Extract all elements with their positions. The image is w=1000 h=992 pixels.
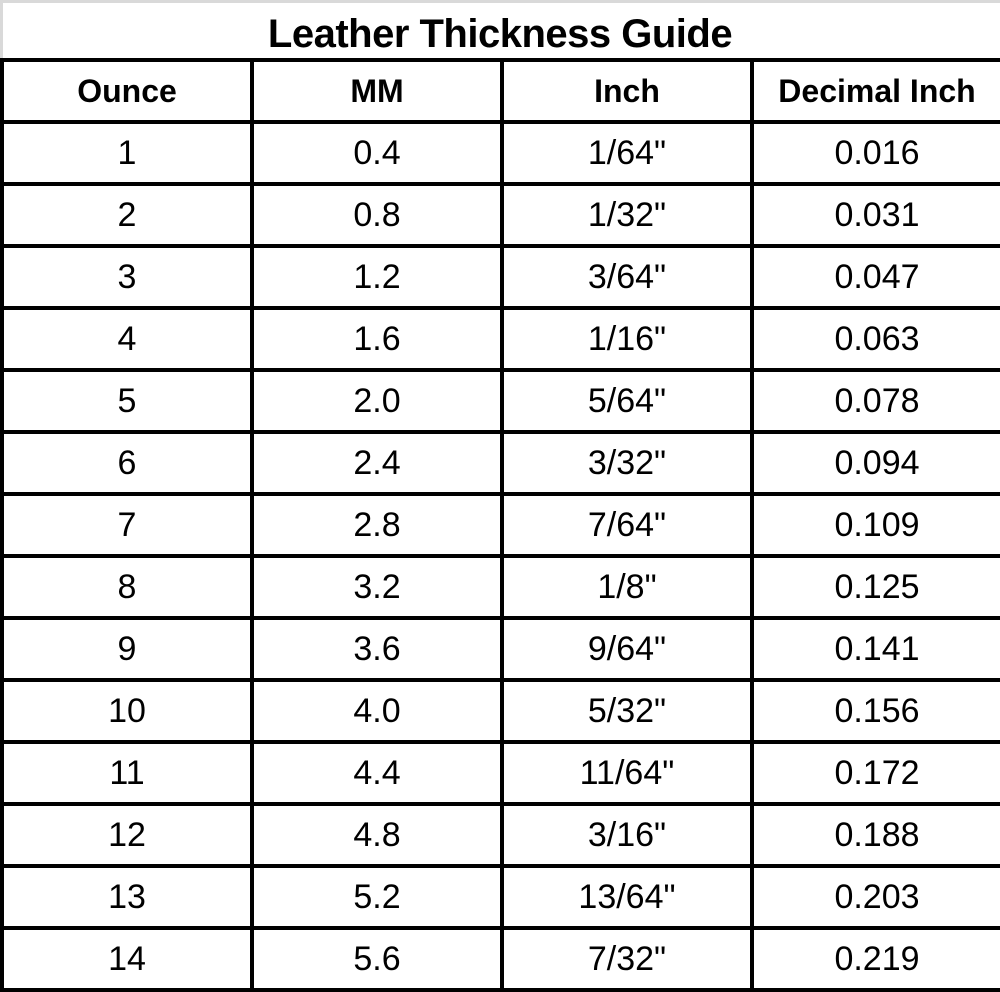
cell-decimal-inch: 0.203 — [750, 864, 1000, 930]
cell-mm: 2.0 — [250, 368, 504, 434]
table-row: 8 3.2 1/8" 0.125 — [0, 554, 1000, 620]
table-row: 13 5.2 13/64" 0.203 — [0, 864, 1000, 930]
cell-ounce: 11 — [0, 740, 254, 806]
cell-ounce: 13 — [0, 864, 254, 930]
cell-inch: 1/16" — [500, 306, 754, 372]
table-row: 1 0.4 1/64" 0.016 — [0, 120, 1000, 186]
table-row: 2 0.8 1/32" 0.031 — [0, 182, 1000, 248]
cell-decimal-inch: 0.172 — [750, 740, 1000, 806]
cell-decimal-inch: 0.125 — [750, 554, 1000, 620]
cell-decimal-inch: 0.188 — [750, 802, 1000, 868]
cell-decimal-inch: 0.141 — [750, 616, 1000, 682]
cell-mm: 3.6 — [250, 616, 504, 682]
cell-decimal-inch: 0.219 — [750, 926, 1000, 992]
cell-mm: 3.2 — [250, 554, 504, 620]
cell-inch: 3/64" — [500, 244, 754, 310]
cell-mm: 4.8 — [250, 802, 504, 868]
cell-inch: 9/64" — [500, 616, 754, 682]
cell-inch: 1/64" — [500, 120, 754, 186]
cell-mm: 2.8 — [250, 492, 504, 558]
cell-ounce: 10 — [0, 678, 254, 744]
cell-mm: 2.4 — [250, 430, 504, 496]
cell-decimal-inch: 0.031 — [750, 182, 1000, 248]
cell-mm: 1.6 — [250, 306, 504, 372]
cell-inch: 3/32" — [500, 430, 754, 496]
table-row: 12 4.8 3/16" 0.188 — [0, 802, 1000, 868]
cell-inch: 1/8" — [500, 554, 754, 620]
cell-decimal-inch: 0.109 — [750, 492, 1000, 558]
cell-inch: 13/64" — [500, 864, 754, 930]
table-row: 6 2.4 3/32" 0.094 — [0, 430, 1000, 496]
thickness-table: Ounce MM Inch Decimal Inch 1 0.4 1/64" 0.01… — [0, 58, 1000, 992]
header-mm: MM — [250, 58, 504, 124]
header-inch: Inch — [500, 58, 754, 124]
cell-inch: 7/64" — [500, 492, 754, 558]
cell-decimal-inch: 0.094 — [750, 430, 1000, 496]
header-ounce: Ounce — [0, 58, 254, 124]
page-title: Leather Thickness Guide — [267, 12, 733, 56]
cell-inch: 5/64" — [500, 368, 754, 434]
cell-inch: 11/64" — [500, 740, 754, 806]
header-decimal-inch: Decimal Inch — [750, 58, 1000, 124]
table-row: 9 3.6 9/64" 0.141 — [0, 616, 1000, 682]
table-row: 10 4.0 5/32" 0.156 — [0, 678, 1000, 744]
cell-ounce: 5 — [0, 368, 254, 434]
cell-inch: 1/32" — [500, 182, 754, 248]
cell-mm: 5.2 — [250, 864, 504, 930]
cell-inch: 7/32" — [500, 926, 754, 992]
cell-ounce: 3 — [0, 244, 254, 310]
cell-ounce: 7 — [0, 492, 254, 558]
cell-ounce: 1 — [0, 120, 254, 186]
cell-ounce: 4 — [0, 306, 254, 372]
table-row: 14 5.6 7/32" 0.219 — [0, 926, 1000, 992]
cell-ounce: 9 — [0, 616, 254, 682]
cell-ounce: 2 — [0, 182, 254, 248]
cell-decimal-inch: 0.016 — [750, 120, 1000, 186]
cell-inch: 3/16" — [500, 802, 754, 868]
cell-ounce: 6 — [0, 430, 254, 496]
table-row: 4 1.6 1/16" 0.063 — [0, 306, 1000, 372]
header-row: Ounce MM Inch Decimal Inch — [0, 58, 1000, 124]
cell-mm: 5.6 — [250, 926, 504, 992]
cell-mm: 4.4 — [250, 740, 504, 806]
cell-mm: 4.0 — [250, 678, 504, 744]
cell-decimal-inch: 0.078 — [750, 368, 1000, 434]
cell-decimal-inch: 0.047 — [750, 244, 1000, 310]
cell-decimal-inch: 0.156 — [750, 678, 1000, 744]
cell-mm: 0.8 — [250, 182, 504, 248]
table-row: 7 2.8 7/64" 0.109 — [0, 492, 1000, 558]
table-row: 11 4.4 11/64" 0.172 — [0, 740, 1000, 806]
cell-ounce: 14 — [0, 926, 254, 992]
cell-ounce: 12 — [0, 802, 254, 868]
table-row: 3 1.2 3/64" 0.047 — [0, 244, 1000, 310]
cell-inch: 5/32" — [500, 678, 754, 744]
cell-mm: 0.4 — [250, 120, 504, 186]
table-row: 5 2.0 5/64" 0.078 — [0, 368, 1000, 434]
cell-ounce: 8 — [0, 554, 254, 620]
cell-mm: 1.2 — [250, 244, 504, 310]
cell-decimal-inch: 0.063 — [750, 306, 1000, 372]
